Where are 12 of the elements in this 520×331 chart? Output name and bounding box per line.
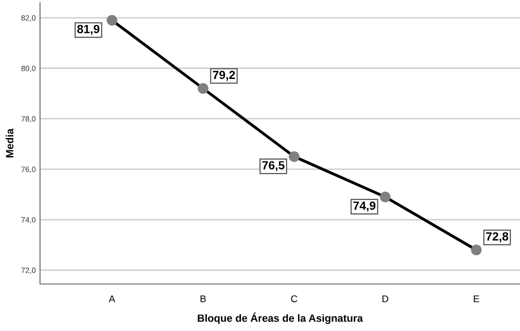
x-tick-label: E (474, 295, 480, 302)
x-tick-label: A (108, 295, 116, 302)
x-tick-label: C (291, 295, 298, 302)
data-label: 81,9 (77, 24, 100, 35)
data-label: 74,9 (353, 201, 376, 212)
data-label: 76,5 (262, 161, 284, 172)
x-tick-label: B (200, 295, 206, 302)
data-label: 79,2 (212, 70, 235, 81)
data-label: 72,8 (486, 232, 508, 242)
x-tick-label: D (382, 295, 388, 302)
x-axis-title: Bloque de Áreas de la Asignatura (198, 312, 363, 324)
y-axis-title: Media (6, 128, 14, 158)
